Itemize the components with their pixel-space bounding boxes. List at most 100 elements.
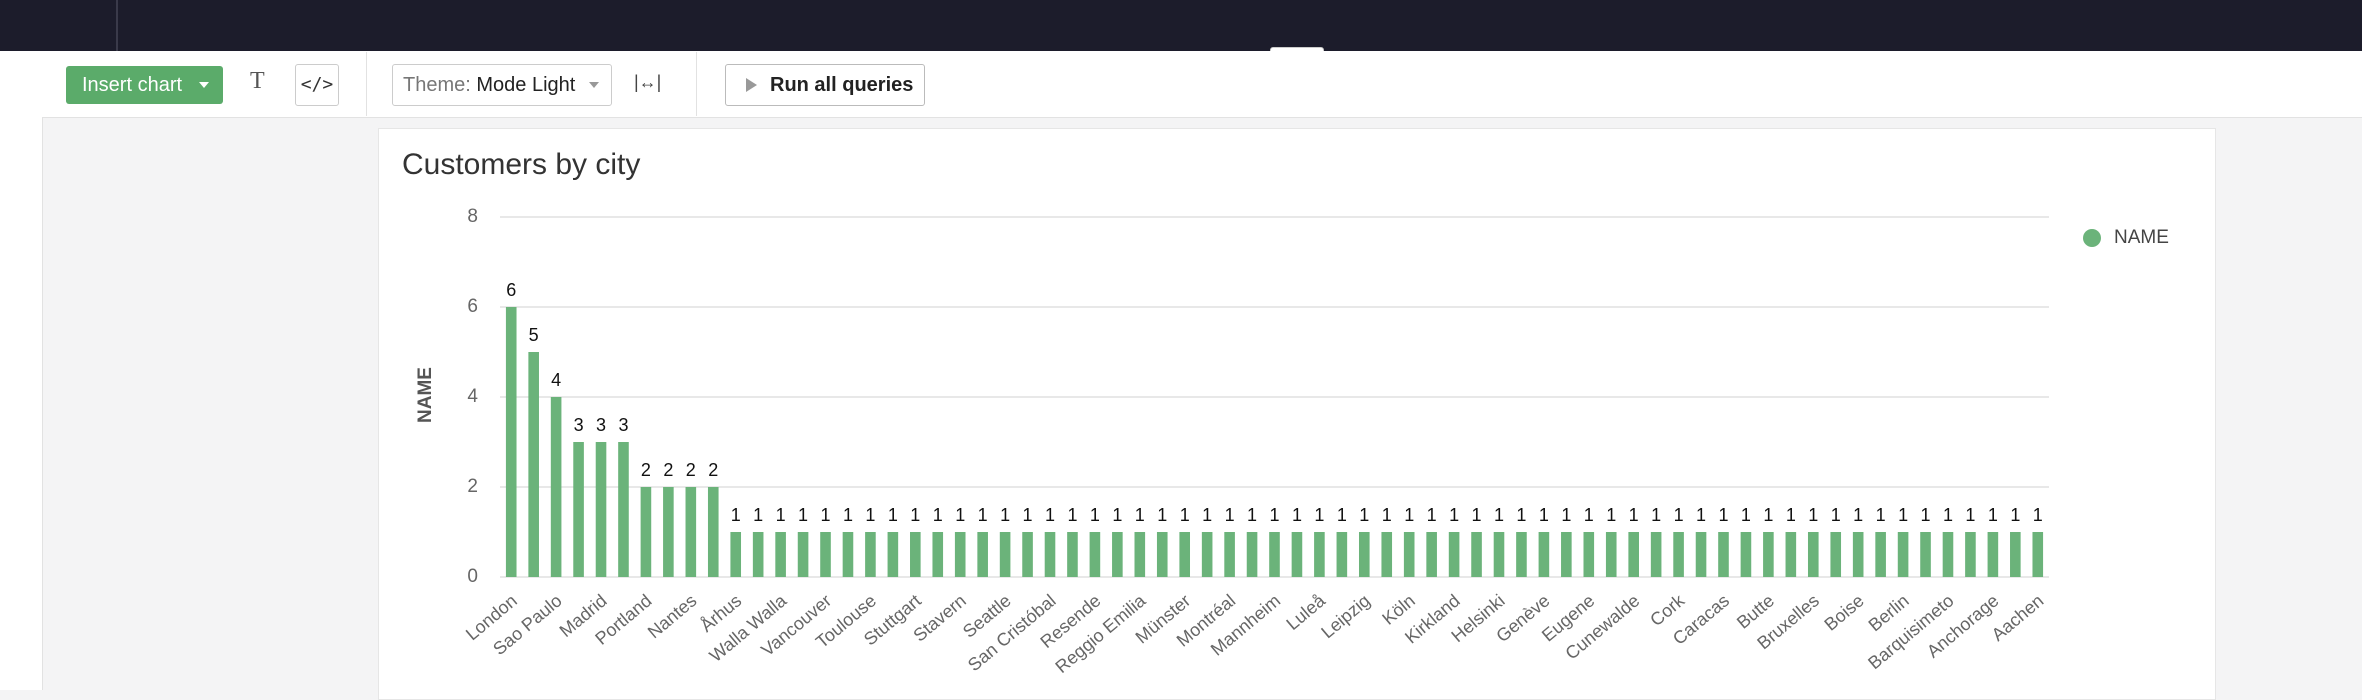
bar (1628, 532, 1639, 577)
bar (1156, 532, 1168, 577)
data-label: 1 (1921, 505, 1931, 525)
bar (1224, 532, 1235, 577)
data-label: 1 (1988, 505, 1998, 525)
bar (1942, 532, 1954, 577)
bar (1403, 532, 1415, 577)
width-toggle[interactable]: |↔| (634, 72, 662, 92)
data-label: 1 (1494, 505, 1504, 525)
bar (1605, 532, 1617, 577)
bar (954, 532, 966, 577)
bar (1179, 532, 1191, 577)
bar (1920, 532, 1931, 577)
toolbar (42, 51, 2362, 118)
bar (1561, 532, 1572, 577)
data-label: 1 (888, 505, 898, 525)
bar (1897, 532, 1909, 577)
data-label: 1 (1718, 505, 1728, 525)
bar (1538, 532, 1550, 577)
data-label: 1 (753, 505, 763, 525)
bar (707, 487, 719, 577)
label: Insert chart (82, 74, 183, 96)
data-label: 4 (551, 370, 561, 390)
data-label: 1 (1023, 505, 1033, 525)
bar (528, 352, 539, 577)
data-label: 1 (1112, 505, 1122, 525)
data-label: 1 (1472, 505, 1482, 525)
data-label: 1 (1247, 505, 1257, 525)
bar (550, 397, 562, 577)
left-strip (0, 51, 43, 690)
data-label: 1 (1404, 505, 1414, 525)
data-label: 1 (1674, 505, 1684, 525)
legend-marker (2083, 229, 2101, 247)
data-label: 1 (1853, 505, 1863, 525)
data-label: 1 (1382, 505, 1392, 525)
bar (1246, 532, 1258, 577)
run-all-button[interactable]: Run all queries (725, 64, 925, 106)
data-label: 2 (708, 460, 718, 480)
data-label: 1 (1337, 505, 1347, 525)
data-label: 1 (1651, 505, 1661, 525)
data-label: 1 (1000, 505, 1010, 525)
data-label: 1 (776, 505, 786, 525)
chart-title: Customers by city (402, 148, 640, 181)
bar (640, 487, 652, 577)
data-label: 1 (798, 505, 808, 525)
data-label: 1 (2033, 505, 2043, 525)
bar (842, 532, 854, 577)
data-label: 1 (1225, 505, 1235, 525)
bar (2010, 532, 2021, 577)
bar (1718, 532, 1729, 577)
data-label: 1 (910, 505, 920, 525)
bar (663, 487, 674, 577)
data-label: 1 (1786, 505, 1796, 525)
y-tick-label: 8 (467, 206, 478, 227)
bar (1830, 532, 1842, 577)
data-label: 1 (1180, 505, 1190, 525)
data-label: 1 (1359, 505, 1369, 525)
data-label: 3 (596, 415, 606, 435)
data-label: 3 (574, 415, 584, 435)
x-tick-label: Boise (1820, 590, 1867, 634)
insert-chart-button[interactable]: Insert chart (66, 66, 223, 104)
bar (820, 532, 831, 577)
bar (685, 487, 697, 577)
data-label: 1 (955, 505, 965, 525)
bar (1134, 532, 1146, 577)
text-button[interactable]: T (250, 68, 265, 94)
bar (1269, 532, 1280, 577)
data-label: 1 (1427, 505, 1437, 525)
data-label: 1 (1045, 505, 1055, 525)
data-label: 1 (1629, 505, 1639, 525)
bar (1314, 532, 1325, 577)
y-tick-label: 2 (467, 476, 478, 497)
chart-card (378, 128, 2216, 700)
data-label: 5 (529, 325, 539, 345)
data-label: 1 (1606, 505, 1616, 525)
bar (752, 532, 764, 577)
bar (1022, 532, 1033, 577)
code-button[interactable]: </> (295, 64, 339, 106)
bar (618, 442, 629, 577)
data-label: 2 (686, 460, 696, 480)
x-tick-label: Leipzig (1317, 590, 1374, 642)
data-label: 1 (1965, 505, 1975, 525)
theme-dropdown[interactable]: Theme: Mode Light (392, 64, 612, 106)
data-label: 1 (1269, 505, 1279, 525)
x-tick-label: Nantes (644, 590, 701, 642)
data-label: 2 (663, 460, 673, 480)
bar (1201, 532, 1213, 577)
data-label: 1 (1314, 505, 1324, 525)
data-label: 1 (978, 505, 988, 525)
data-label: 1 (1584, 505, 1594, 525)
bar (1763, 532, 1774, 577)
bar (977, 532, 988, 577)
bar (865, 532, 876, 577)
bar (797, 532, 809, 577)
bar (887, 532, 899, 577)
bar (1336, 532, 1348, 577)
bar (1516, 532, 1527, 577)
data-label: 1 (1831, 505, 1841, 525)
data-label: 6 (506, 280, 516, 300)
data-label: 1 (821, 505, 831, 525)
